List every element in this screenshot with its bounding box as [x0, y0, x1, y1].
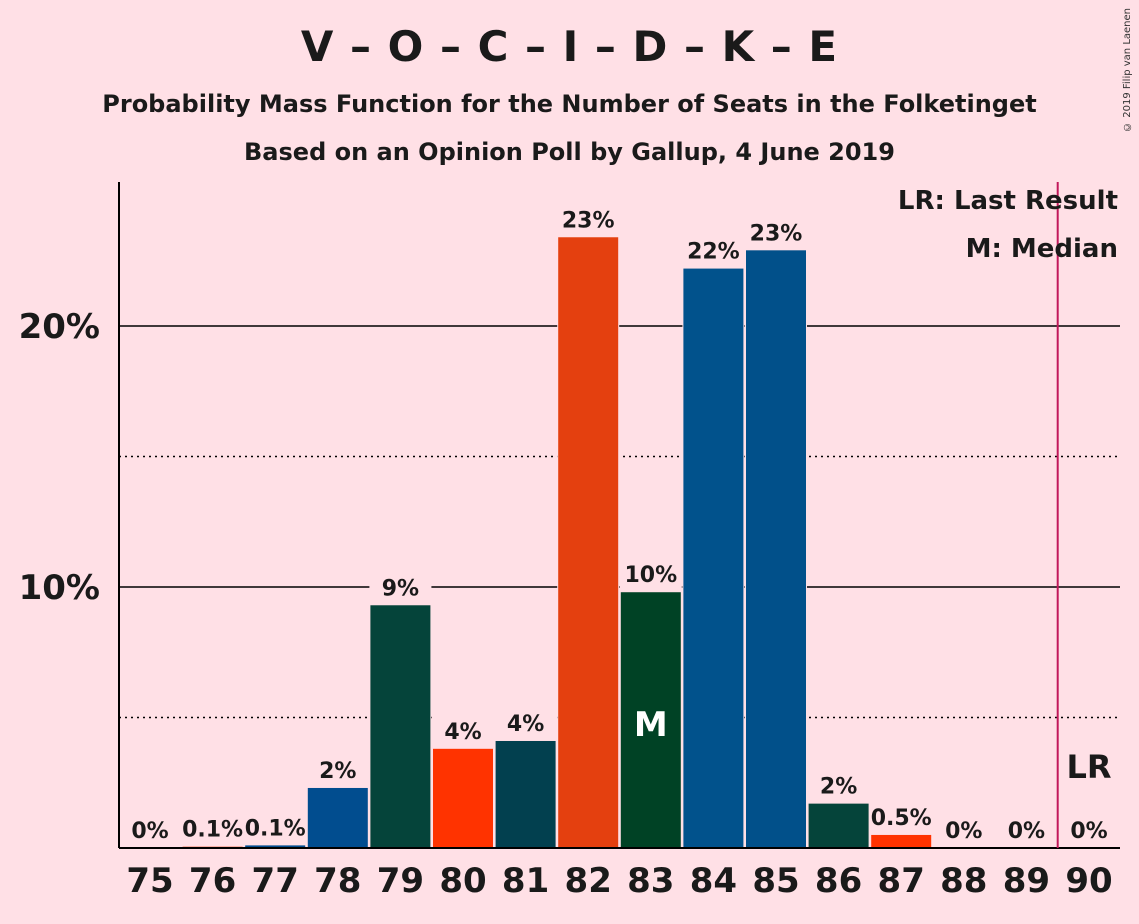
- y-tick-label-10: 10%: [19, 568, 100, 608]
- x-tick-label-79: 79: [377, 861, 424, 901]
- legend-median: M: Median: [966, 234, 1118, 264]
- bar-77: [245, 845, 306, 848]
- data-label-89: 0%: [1008, 819, 1045, 844]
- data-label-81: 4%: [507, 712, 544, 737]
- bar-85: [746, 250, 806, 848]
- data-label-79: 9%: [382, 576, 419, 601]
- x-tick-label-75: 75: [126, 861, 173, 901]
- data-label-87: 0.5%: [871, 806, 932, 831]
- chart-subtitle-2: Based on an Opinion Poll by Gallup, 4 Ju…: [244, 138, 895, 166]
- median-marker: M: [634, 705, 668, 745]
- x-tick-label-89: 89: [1003, 861, 1050, 901]
- bar-81: [495, 740, 556, 848]
- x-tick-label-76: 76: [189, 861, 236, 901]
- data-label-88: 0%: [945, 819, 982, 844]
- data-label-78: 2%: [319, 759, 356, 784]
- data-label-82: 23%: [562, 208, 615, 233]
- bar-80: [433, 748, 493, 848]
- data-label-85: 23%: [750, 221, 803, 246]
- x-tick-label-85: 85: [752, 861, 799, 901]
- data-label-83: 10%: [624, 563, 677, 588]
- bar-87: [871, 834, 932, 848]
- bar-79: [370, 605, 431, 848]
- x-tick-label-78: 78: [314, 861, 361, 901]
- bar-84: [683, 268, 744, 849]
- bar-gap-76: [181, 806, 244, 848]
- bar-82: [558, 237, 619, 848]
- bar-gap-77: [244, 805, 307, 848]
- x-tick-label-83: 83: [627, 861, 674, 901]
- last-result-marker: LR: [1066, 748, 1111, 786]
- data-label-80: 4%: [444, 720, 481, 745]
- x-tick-label-87: 87: [878, 861, 925, 901]
- x-tick-label-82: 82: [565, 861, 612, 901]
- bar-83: [620, 592, 681, 848]
- x-tick-label-88: 88: [940, 861, 987, 901]
- data-label-76: 0.1%: [182, 818, 243, 843]
- data-label-75: 0%: [131, 819, 168, 844]
- bar-86: [808, 803, 869, 848]
- chart-subtitle: Probability Mass Function for the Number…: [102, 90, 1037, 118]
- legend-last-result: LR: Last Result: [898, 186, 1118, 216]
- data-label-84: 22%: [687, 240, 740, 265]
- x-tick-label-77: 77: [252, 861, 299, 901]
- data-label-90: 0%: [1070, 819, 1107, 844]
- bar-78: [307, 787, 368, 848]
- data-label-77: 0.1%: [245, 816, 306, 841]
- y-tick-label-20: 20%: [19, 307, 100, 347]
- data-label-86: 2%: [820, 775, 857, 800]
- x-tick-label-86: 86: [815, 861, 862, 901]
- x-tick-label-80: 80: [439, 861, 486, 901]
- x-tick-label-84: 84: [690, 861, 737, 901]
- x-tick-label-90: 90: [1065, 861, 1112, 901]
- chart-title: V – O – C – I – D – K – E: [300, 22, 839, 71]
- x-tick-label-81: 81: [502, 861, 549, 901]
